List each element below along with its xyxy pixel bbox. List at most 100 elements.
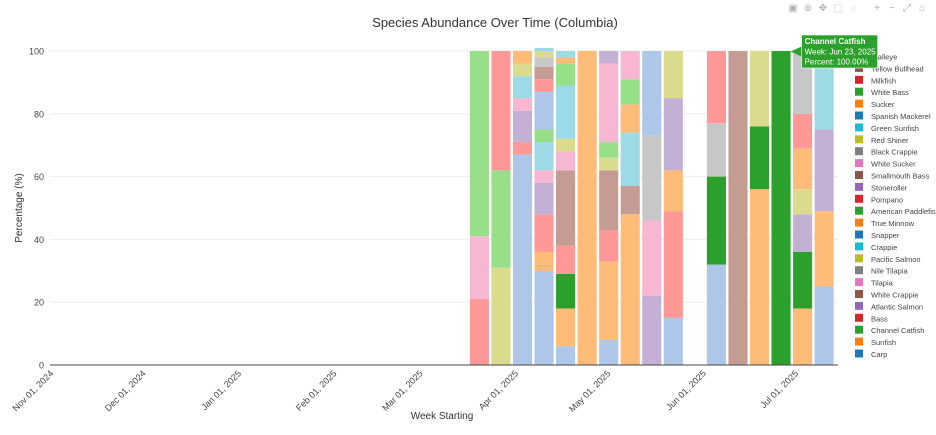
bar-segment[interactable] <box>556 63 576 86</box>
bar-segment[interactable] <box>749 189 770 365</box>
bar-segment[interactable] <box>491 170 511 268</box>
legend-item[interactable]: Tilapia <box>855 278 894 288</box>
legend-item[interactable]: Stoneroller <box>855 182 908 193</box>
legend-item[interactable]: Red Shiner <box>855 135 909 145</box>
bar-segment[interactable] <box>556 170 576 246</box>
bar-segment[interactable] <box>663 317 683 365</box>
bar-segment[interactable] <box>793 189 813 215</box>
bar-segment[interactable] <box>749 126 770 190</box>
bar-segment[interactable] <box>512 110 533 143</box>
bar-segment[interactable] <box>706 176 726 265</box>
bar-segment[interactable] <box>749 51 770 127</box>
legend-item[interactable]: Black Crappie <box>855 147 918 157</box>
bar-segment[interactable] <box>642 135 662 221</box>
bar-segment[interactable] <box>599 339 619 365</box>
bar-segment[interactable] <box>663 170 683 212</box>
bar-segment[interactable] <box>534 91 554 130</box>
legend-item[interactable]: Channel Catfish <box>855 325 924 336</box>
bar-segment[interactable] <box>814 211 834 287</box>
legend-item[interactable]: Nile Tilapia <box>855 266 909 276</box>
bar-segment[interactable] <box>534 66 554 80</box>
bar-segment[interactable] <box>620 51 640 80</box>
bar-segment[interactable] <box>512 76 533 99</box>
bar-segment[interactable] <box>599 142 619 158</box>
bar-segment[interactable] <box>534 142 554 171</box>
bar-segment[interactable] <box>512 142 533 155</box>
bar-segment[interactable] <box>512 154 533 365</box>
bar-segment[interactable] <box>814 129 834 212</box>
bar-segment[interactable] <box>534 51 554 58</box>
bar-segment[interactable] <box>577 51 597 365</box>
legend-item[interactable]: Carp <box>855 349 887 360</box>
autoscale-icon[interactable]: ⤢ <box>903 3 911 14</box>
bar-segment[interactable] <box>599 261 619 340</box>
bar-segment[interactable] <box>642 295 662 365</box>
bar-segment[interactable] <box>491 51 511 171</box>
bar-segment[interactable] <box>642 51 662 136</box>
bar-segment[interactable] <box>556 57 576 64</box>
bar-segment[interactable] <box>556 151 576 171</box>
bar-segment[interactable] <box>793 214 813 252</box>
bar-segment[interactable] <box>663 98 683 171</box>
bar-segment[interactable] <box>793 148 813 190</box>
bar-segment[interactable] <box>620 79 640 105</box>
bar-segment[interactable] <box>556 308 576 347</box>
bar-segment[interactable] <box>469 51 489 237</box>
bar-segment[interactable] <box>599 170 619 230</box>
bar-segment[interactable] <box>469 299 489 365</box>
bar-segment[interactable] <box>663 211 683 318</box>
bar-segment[interactable] <box>814 51 834 130</box>
bar-segment[interactable] <box>620 214 640 365</box>
bar-segment[interactable] <box>556 346 576 365</box>
legend-item[interactable]: Crappie <box>855 242 897 252</box>
bar-segment[interactable] <box>556 138 576 152</box>
bar-segment[interactable] <box>534 270 554 365</box>
legend-item[interactable]: Sucker <box>855 99 895 110</box>
legend-item[interactable]: White Bass <box>855 87 909 98</box>
bar-segment[interactable] <box>534 170 554 183</box>
bar-segment[interactable] <box>706 264 726 365</box>
legend-item[interactable]: Sunfish <box>855 337 896 348</box>
bar-segment[interactable] <box>793 113 813 149</box>
bar-segment[interactable] <box>620 104 640 133</box>
bar-segment[interactable] <box>534 79 554 92</box>
bar-segment[interactable] <box>599 157 619 171</box>
bar-segment[interactable] <box>512 63 533 77</box>
bar-segment[interactable] <box>534 57 554 67</box>
home-icon[interactable]: ⌂ <box>918 3 926 14</box>
bar-segment[interactable] <box>469 236 489 300</box>
bar-segment[interactable] <box>534 47 554 51</box>
legend-item[interactable]: White Sucker <box>855 159 916 169</box>
bar-segment[interactable] <box>534 251 554 271</box>
bar-segment[interactable] <box>491 267 511 365</box>
legend-item[interactable]: Pompano <box>855 194 903 205</box>
bar-segment[interactable] <box>512 51 533 64</box>
legend-item[interactable]: Smallmouth Bass <box>855 171 930 181</box>
legend-item[interactable]: Bass <box>855 313 888 324</box>
legend-item[interactable]: Snapper <box>855 230 900 241</box>
legend-item[interactable]: Green Sunfish <box>855 123 919 133</box>
legend-item[interactable]: White Crappie <box>855 290 919 300</box>
pan-icon[interactable]: ✥ <box>818 3 828 14</box>
bar-segment[interactable] <box>534 214 554 252</box>
bar-segment[interactable] <box>599 63 619 143</box>
legend-item[interactable]: American Paddlefish <box>855 206 936 217</box>
bar-segment[interactable] <box>771 51 791 365</box>
bar-segment[interactable] <box>793 308 813 365</box>
bar-segment[interactable] <box>556 245 576 274</box>
bar-segment[interactable] <box>620 186 640 215</box>
camera-icon[interactable]: ▣ <box>788 3 798 14</box>
bar-segment[interactable] <box>556 51 576 58</box>
bar-segment[interactable] <box>556 85 576 139</box>
lasso-icon[interactable]: ◌ <box>850 3 856 14</box>
zoom-icon[interactable]: ⊕ <box>803 3 813 14</box>
bar-segment[interactable] <box>642 220 662 296</box>
legend-item[interactable]: Milkfish <box>855 75 896 86</box>
bar-segment[interactable] <box>556 273 576 309</box>
bar-segment[interactable] <box>728 51 748 365</box>
bar-segment[interactable] <box>663 51 683 99</box>
bar-segment[interactable] <box>599 229 619 262</box>
bar-segment[interactable] <box>534 182 554 215</box>
bar-segment[interactable] <box>706 51 726 124</box>
bar-segment[interactable] <box>512 98 533 111</box>
